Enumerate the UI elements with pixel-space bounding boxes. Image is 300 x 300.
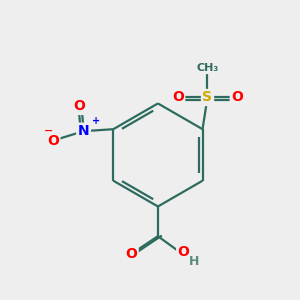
Text: O: O bbox=[178, 245, 190, 259]
Text: O: O bbox=[231, 91, 243, 104]
Text: O: O bbox=[172, 91, 184, 104]
Text: +: + bbox=[92, 116, 100, 126]
Text: O: O bbox=[47, 134, 59, 148]
Text: S: S bbox=[202, 91, 212, 104]
Text: O: O bbox=[74, 99, 85, 113]
Text: O: O bbox=[125, 247, 137, 261]
Text: CH₃: CH₃ bbox=[196, 63, 219, 73]
Text: N: N bbox=[78, 124, 89, 138]
Text: H: H bbox=[188, 256, 199, 268]
Text: −: − bbox=[44, 126, 53, 136]
